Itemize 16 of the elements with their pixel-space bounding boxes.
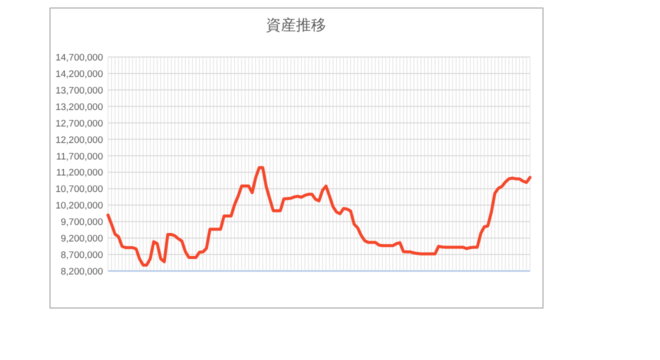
chart-title: 資産推移 — [266, 17, 326, 34]
y-tick-label: 13,700,000 — [55, 85, 103, 96]
y-tick-label: 11,200,000 — [56, 168, 103, 179]
line-series — [106, 166, 532, 267]
y-tick-label: 13,200,000 — [55, 102, 103, 113]
y-tick-label: 9,700,000 — [60, 217, 103, 228]
y-tick-label: 14,700,000 — [55, 52, 103, 64]
y-tick-label: 11,700,000 — [56, 151, 103, 162]
y-tick-label: 12,200,000 — [55, 134, 103, 146]
y-tick-label: 8,200,000 — [60, 266, 103, 278]
y-tick-label: 8,700,000 — [60, 250, 103, 262]
y-tick-label: 10,200,000 — [55, 200, 103, 212]
y-tick-label: 9,200,000 — [60, 234, 103, 245]
y-tick-label: 10,700,000 — [55, 184, 103, 196]
y-tick-label: 12,700,000 — [55, 118, 103, 130]
y-tick-label: 14,200,000 — [55, 68, 103, 80]
